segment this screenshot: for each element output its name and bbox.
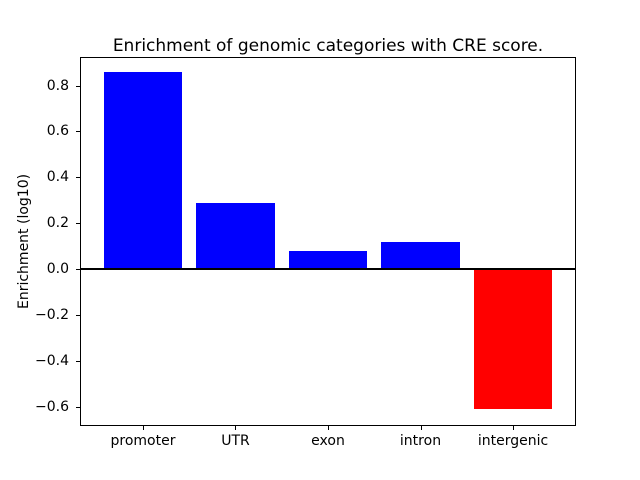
bar-exon <box>288 250 368 270</box>
y-tick-label: −0.6 <box>35 398 69 415</box>
zero-line <box>81 268 575 271</box>
x-tick-mark <box>513 426 515 430</box>
y-tick-label: 0.6 <box>46 123 69 140</box>
y-tick-label: 0.8 <box>46 77 69 94</box>
x-tick-mark <box>235 426 237 430</box>
x-tick-label-UTR: UTR <box>221 433 250 449</box>
chart-title: Enrichment of genomic categories with CR… <box>112 36 544 56</box>
y-tick-label: 0.0 <box>46 261 69 278</box>
x-tick-label-intron: intron <box>399 433 442 449</box>
bar-intron <box>381 241 460 270</box>
y-tick-label: −0.2 <box>35 306 69 323</box>
y-tick-label: 0.4 <box>46 169 69 186</box>
bar-UTR <box>196 202 275 270</box>
plot-area <box>80 57 576 426</box>
y-tick-mark <box>76 269 80 271</box>
x-tick-mark <box>420 426 422 430</box>
y-tick-mark <box>76 406 80 408</box>
y-tick-label: 0.2 <box>46 215 69 232</box>
y-tick-mark <box>76 85 80 87</box>
x-tick-label-exon: exon <box>311 433 345 449</box>
y-tick-mark <box>76 360 80 362</box>
y-tick-mark <box>76 131 80 133</box>
x-tick-label-promoter: promoter <box>110 433 176 449</box>
y-axis-label: Enrichment (log10) <box>16 173 32 310</box>
bar-promoter <box>103 71 183 269</box>
y-tick-label: −0.4 <box>35 352 69 369</box>
x-tick-mark <box>328 426 329 430</box>
x-tick-mark <box>142 426 144 430</box>
y-tick-mark <box>76 314 80 316</box>
x-tick-label-intergenic: intergenic <box>477 433 549 449</box>
y-tick-mark <box>76 177 80 179</box>
bar-intergenic <box>473 269 553 409</box>
y-tick-mark <box>76 223 80 225</box>
